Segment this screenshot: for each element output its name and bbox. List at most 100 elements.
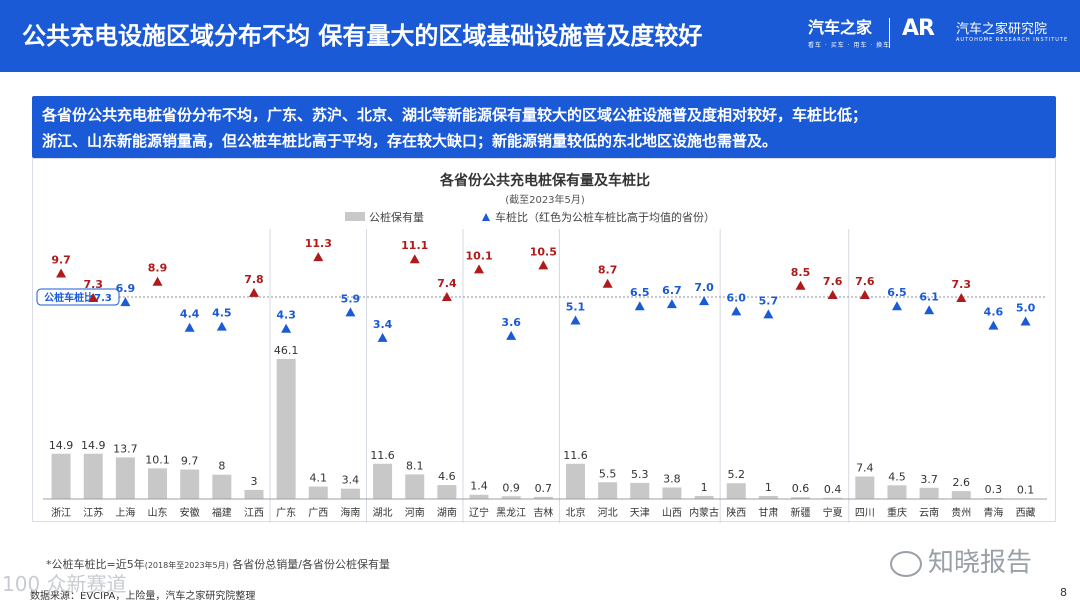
bar-value-label: 4.5 [888,470,906,483]
ratio-marker-low [377,332,388,342]
ratio-marker-low [1020,316,1031,326]
category-label: 黑龙江 [496,506,526,519]
bar-value-label: 3 [250,475,257,488]
category-label: 新疆 [791,506,811,519]
ratio-value-label: 7.6 [855,275,875,288]
bar [115,457,135,499]
category-label: 上海 [115,506,135,519]
ratio-value-label: 6.7 [662,284,682,297]
category-label: 贵州 [951,506,971,519]
bar-value-label: 0.4 [824,483,842,496]
bar-value-label: 1 [701,481,708,494]
bar [373,463,393,499]
bar [276,359,296,499]
category-label: 广东 [276,506,296,519]
watermark-text: 知晓报告 [928,548,1033,578]
ratio-value-label: 7.4 [437,277,457,290]
ratio-marker-high [441,292,452,302]
ratio-value-label: 6.1 [919,290,939,303]
ratio-value-label: 5.0 [1016,302,1036,315]
bar-value-label: 3.4 [342,474,360,487]
ratio-value-label: 7.8 [244,273,264,286]
ratio-value-label: 3.6 [501,316,521,329]
category-label: 江苏 [83,506,103,519]
category-label: 江西 [244,507,264,519]
ratio-marker-high [152,276,163,286]
ratio-marker-high [474,264,485,274]
category-label: 河北 [598,507,618,519]
chart-subtitle: (截至2023年5月) [505,193,585,206]
ratio-value-label: 4.5 [212,307,232,320]
footnote-period: (2018年至2023年5月) [144,561,229,570]
bar-value-label: 11.6 [370,449,395,462]
ratio-marker-high [827,289,838,299]
ratio-marker-high [795,280,806,290]
ratio-value-label: 9.7 [51,254,70,267]
bar [533,496,553,499]
category-label: 湖北 [373,507,393,519]
bar-value-label: 0.9 [502,481,520,494]
bar [212,474,232,499]
category-label: 重庆 [887,506,907,519]
bar [630,482,650,499]
category-label: 青海 [983,506,1003,519]
ratio-value-label: 10.5 [530,245,557,258]
category-label: 四川 [855,508,875,519]
bar [180,469,200,499]
bar [662,487,682,499]
header-bar: 公共充电设施区域分布不均 保有量大的区域基础设施普及度较好 汽车之家 看车 · … [0,0,1080,72]
category-label: 云南 [919,506,939,519]
bar-value-label: 13.7 [113,442,138,455]
category-label: 西藏 [1016,507,1036,519]
bar-value-label: 3.7 [920,473,938,486]
ratio-value-label: 10.1 [465,249,492,262]
bar [694,495,714,499]
chart-title: 各省份公共充电桩保有量及车桩比 [439,172,650,189]
category-label: 浙江 [51,507,71,519]
category-label: 内蒙古 [689,506,719,519]
bar [469,494,489,499]
ratio-marker-low [570,315,581,325]
bar [951,491,971,499]
footnote-main: *公桩车桩比=近5年 [46,558,145,571]
ratio-marker-low [988,320,999,330]
ratio-value-label: 7.3 [83,278,103,291]
ratio-marker-high [602,278,613,288]
category-label: 广西 [308,507,328,519]
bar [340,488,360,499]
bar [148,468,168,499]
ratio-value-label: 11.3 [305,237,332,250]
chart-svg: 各省份公共充电桩保有量及车桩比 (截至2023年5月) 公桩保有量 车桩比（红色为公桩… [36,172,1047,523]
ratio-value-label: 4.6 [984,306,1004,319]
category-label: 吉林 [533,506,553,519]
bar-value-label: 2.6 [953,476,971,489]
institute-name-en: AUTOHOME RESEARCH INSTITUTE [956,37,1069,43]
summary-line-1: 各省份公共充电桩省份分布不均，广东、苏沪、北京、湖北等新能源保有量较大的区域公桩… [42,106,868,124]
ratio-marker-low [184,322,195,332]
ratio-value-label: 8.7 [598,264,618,277]
category-label: 安徽 [180,506,200,519]
ratio-marker-high [859,289,870,299]
ratio-marker-low [281,323,292,333]
ratio-marker-low [345,307,356,317]
bar-value-label: 14.9 [49,439,73,452]
category-label: 天津 [630,507,650,519]
ratio-value-label: 4.3 [276,309,296,322]
bar [823,497,843,499]
autohome-logo: 汽车之家 看车 · 买车 · 用车 · 换车 [808,14,890,49]
ratio-value-label: 11.1 [401,239,428,252]
bar-value-label: 46.1 [274,344,299,357]
ratio-marker-high [956,293,967,303]
bar-value-label: 14.9 [81,439,106,452]
bar [437,485,457,499]
category-label: 山西 [662,507,682,519]
bar [83,453,103,499]
watermark: 知晓报告 [890,542,1032,579]
ratio-marker-low [634,301,645,311]
bar-value-label: 3.8 [663,472,681,485]
watermark-secondary: 100 众新赛道 [2,572,127,596]
bar-value-label: 9.7 [181,455,199,468]
ratio-marker-low [699,296,710,306]
bar-value-label: 1 [765,481,772,494]
category-label: 海南 [340,506,360,519]
